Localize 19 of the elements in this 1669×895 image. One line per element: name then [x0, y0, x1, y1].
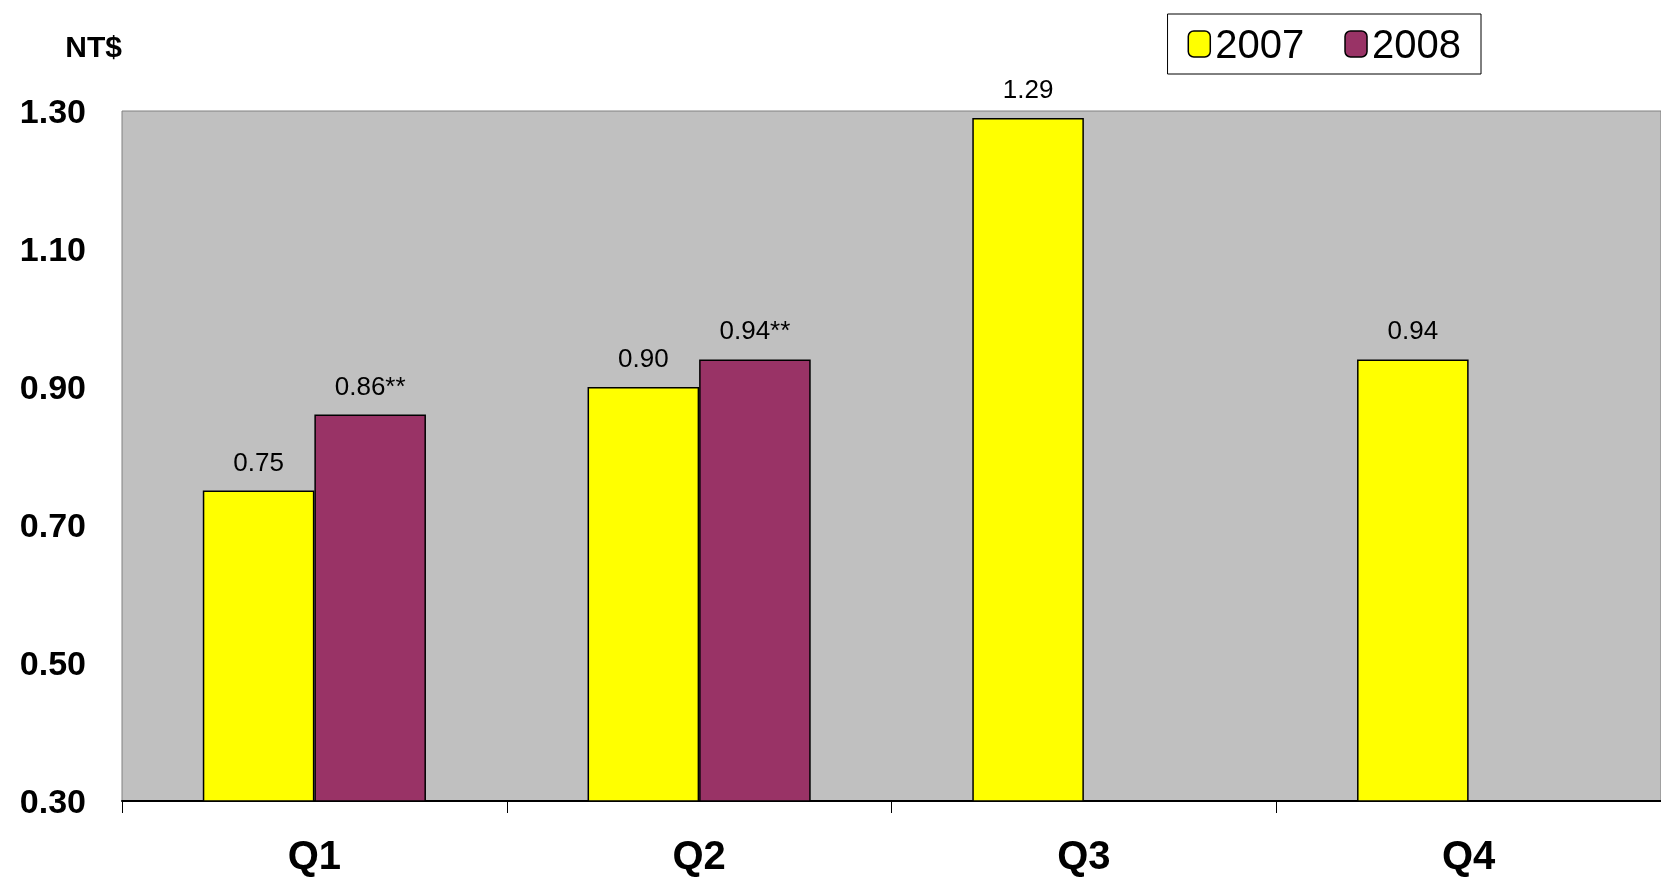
x-tick-label: Q3: [1057, 833, 1111, 877]
y-tick-label: 1.10: [19, 230, 86, 268]
y-tick-label: 1.30: [19, 92, 86, 130]
data-label: 0.94**: [719, 315, 791, 346]
legend-label: 2007: [1215, 22, 1305, 66]
y-tick-label: 0.70: [19, 506, 86, 544]
legend-label: 2008: [1372, 22, 1461, 66]
data-label: 1.29: [1002, 73, 1054, 104]
y-tick-label: 0.50: [19, 644, 86, 682]
x-tick-label: Q2: [672, 833, 726, 877]
data-label: 0.94: [1387, 315, 1439, 346]
data-label: 0.86**: [334, 370, 406, 401]
x-tick-label: Q1: [287, 833, 342, 877]
y-axis-title: NT$: [65, 29, 123, 63]
x-tick-label: Q4: [1441, 833, 1497, 877]
data-label: 0.90: [618, 343, 669, 373]
y-tick-label: 0.30: [19, 782, 86, 820]
y-tick-label: 0.90: [19, 368, 86, 406]
data-label: 0.75: [233, 446, 284, 477]
